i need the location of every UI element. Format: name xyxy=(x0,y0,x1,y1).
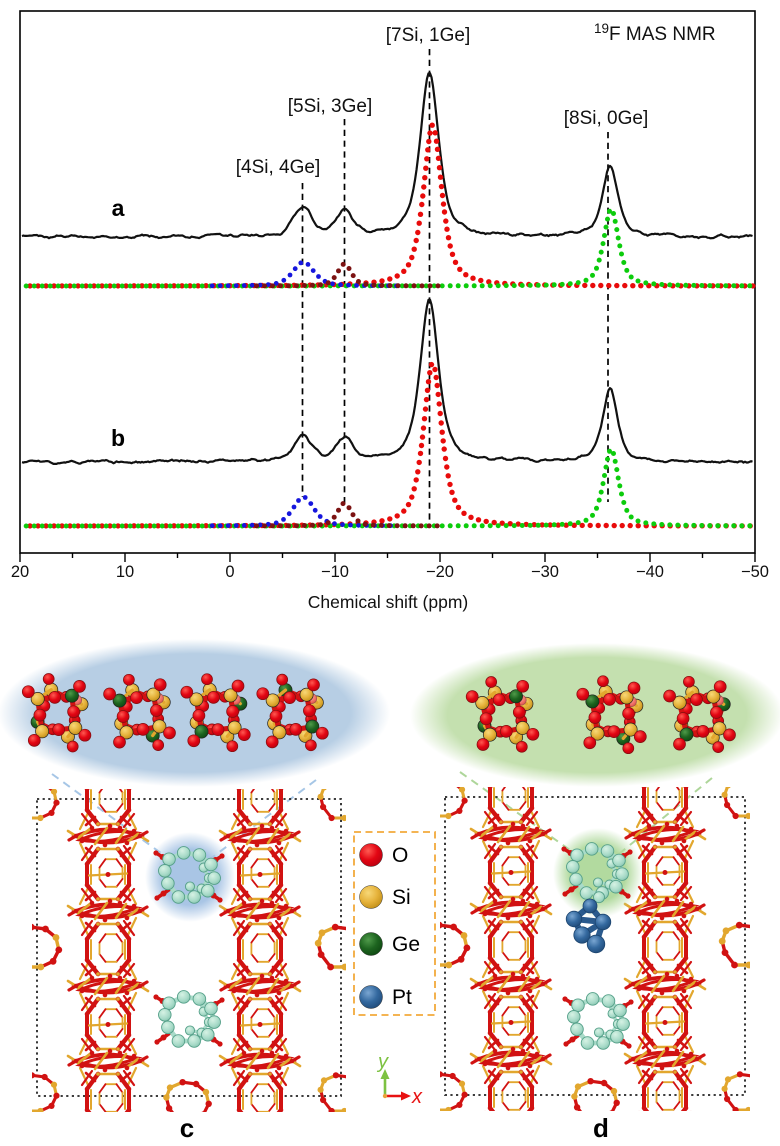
svg-text:Ge: Ge xyxy=(392,933,420,956)
svg-text:20: 20 xyxy=(11,563,29,581)
svg-text:b: b xyxy=(111,425,125,451)
svg-text:Si: Si xyxy=(392,886,411,909)
svg-text:−40: −40 xyxy=(636,563,664,581)
svg-text:19F MAS NMR: 19F MAS NMR xyxy=(594,21,716,45)
svg-text:[8Si, 0Ge]: [8Si, 0Ge] xyxy=(564,108,649,129)
svg-text:[4Si, 4Ge]: [4Si, 4Ge] xyxy=(236,157,321,178)
svg-text:c: c xyxy=(180,1113,194,1143)
svg-text:Chemical shift (ppm): Chemical shift (ppm) xyxy=(308,592,468,612)
svg-text:−50: −50 xyxy=(741,563,769,581)
svg-text:−10: −10 xyxy=(321,563,349,581)
svg-text:−30: −30 xyxy=(531,563,559,581)
svg-text:[5Si, 3Ge]: [5Si, 3Ge] xyxy=(288,96,373,117)
svg-text:x: x xyxy=(411,1086,423,1108)
svg-text:0: 0 xyxy=(225,563,234,581)
svg-text:10: 10 xyxy=(116,563,134,581)
svg-text:a: a xyxy=(112,195,125,221)
svg-text:y: y xyxy=(376,1051,389,1073)
svg-text:−20: −20 xyxy=(426,563,454,581)
svg-text:[7Si, 1Ge]: [7Si, 1Ge] xyxy=(386,25,471,46)
svg-text:Pt: Pt xyxy=(392,986,412,1009)
svg-text:O: O xyxy=(392,844,408,867)
svg-text:d: d xyxy=(593,1113,609,1143)
